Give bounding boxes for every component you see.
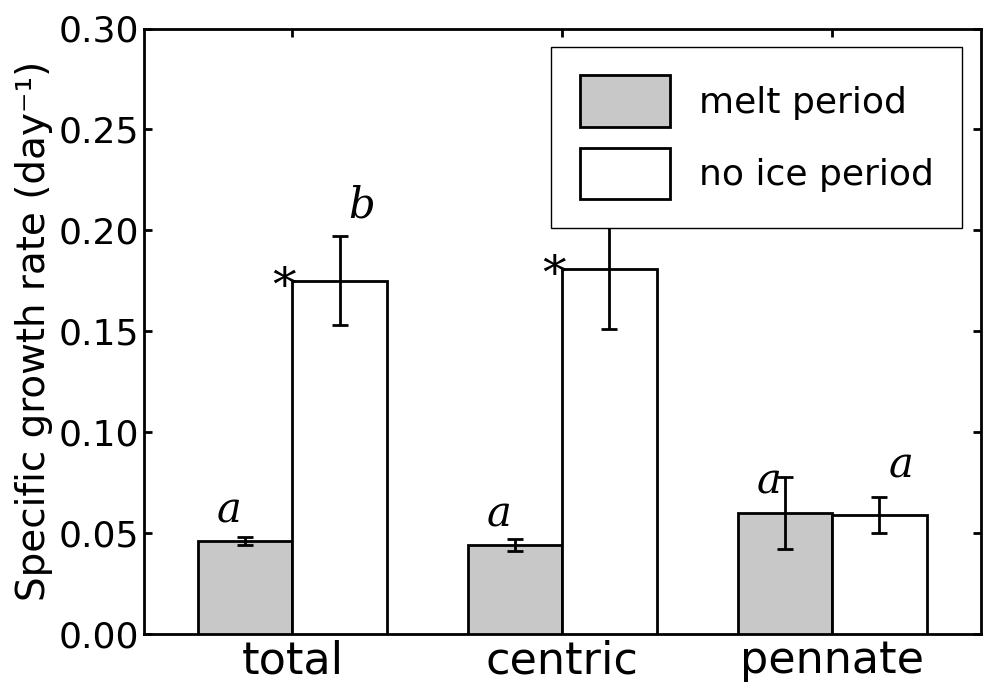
Text: *: *: [273, 266, 296, 311]
Text: a: a: [756, 461, 781, 503]
Bar: [737, 513, 832, 634]
Bar: [468, 545, 562, 634]
Bar: [293, 281, 387, 634]
Bar: [562, 269, 657, 634]
Bar: [198, 542, 293, 634]
Text: b: b: [347, 184, 374, 227]
Bar: [832, 515, 926, 634]
Text: b: b: [618, 156, 644, 198]
Text: a: a: [487, 493, 511, 535]
Text: a: a: [888, 445, 912, 487]
Text: *: *: [542, 254, 565, 299]
Text: a: a: [216, 489, 241, 531]
Legend: melt period, no ice period: melt period, no ice period: [550, 47, 962, 228]
Y-axis label: Specific growth rate (day⁻¹): Specific growth rate (day⁻¹): [15, 61, 53, 602]
